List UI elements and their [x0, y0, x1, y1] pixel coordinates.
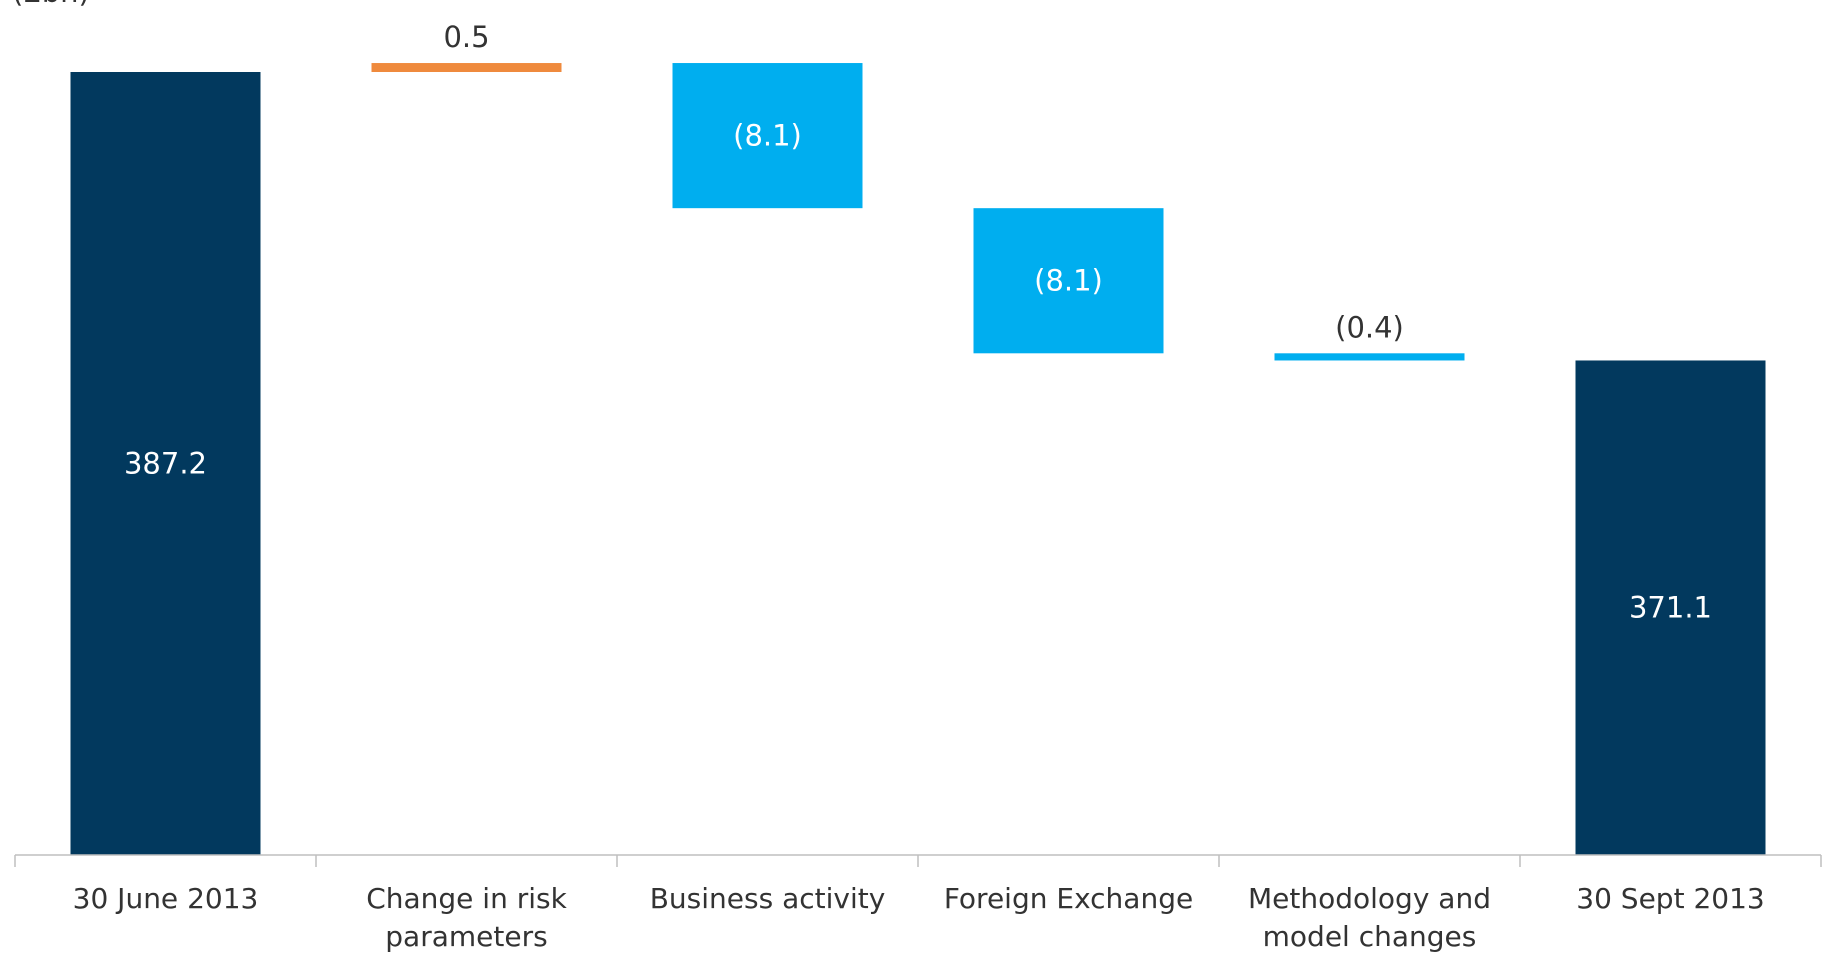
data-label-1: 0.5 [443, 20, 489, 54]
data-label-4: (0.4) [1335, 310, 1404, 344]
category-label-2: Business activity [650, 882, 886, 915]
bar-2 [672, 63, 863, 209]
bar-0 [70, 72, 261, 855]
data-label-0: 387.2 [124, 447, 207, 481]
category-label-5: 30 Sept 2013 [1576, 882, 1764, 915]
data-label-2: (8.1) [733, 119, 802, 153]
data-label-3: (8.1) [1034, 264, 1103, 298]
x-axis-ticks [14, 855, 1822, 867]
category-label-4: Methodology and model changes [1248, 882, 1491, 953]
bar-3 [973, 208, 1164, 354]
y-axis-unit-label: (£bn) [12, 0, 90, 9]
data-label-5: 371.1 [1629, 591, 1712, 625]
category-label-0: 30 June 2013 [73, 882, 259, 915]
bar-5 [1575, 360, 1766, 855]
bar-1 [371, 63, 562, 72]
category-labels: 30 June 2013 Change in risk parameters Busi… [73, 882, 1765, 953]
bar-4 [1274, 353, 1465, 361]
bars-group [70, 63, 1766, 855]
category-label-1: Change in risk parameters [366, 882, 567, 953]
category-label-3: Foreign Exchange [944, 882, 1193, 915]
data-labels: 387.2 0.5 (8.1) (8.1) (0.4) 371.1 [124, 20, 1712, 625]
